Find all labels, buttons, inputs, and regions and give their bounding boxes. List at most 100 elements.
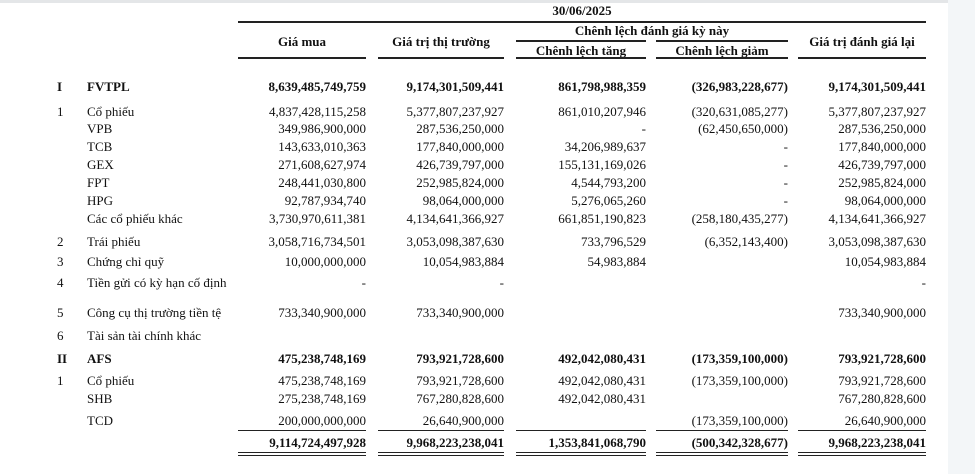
table-cell: 248,441,030,800 (278, 175, 366, 190)
row-label: Các cổ phiếu khác (87, 211, 183, 226)
table-cell: 3,053,098,387,630 (406, 234, 505, 249)
table-cell: 4,134,641,366,927 (406, 211, 505, 226)
table-cell: 349,986,900,000 (278, 121, 366, 136)
table-cell: 92,787,934,740 (284, 193, 366, 208)
total-double-rule (378, 452, 504, 456)
table-cell: 733,796,529 (581, 234, 646, 249)
subtotal-rule (798, 430, 926, 431)
total-cell: 9,968,223,238,041 (406, 435, 505, 450)
row-label: Cổ phiếu (87, 104, 135, 119)
row-label: VPB (87, 121, 113, 136)
table-cell: 9,174,301,509,441 (828, 79, 927, 94)
row-label: GEX (87, 157, 114, 172)
table-cell: 200,000,000,000 (278, 413, 366, 428)
table-cell: 793,921,728,600 (416, 373, 504, 388)
table-cell: - (783, 193, 788, 208)
total-cell: 9,968,223,238,041 (828, 435, 927, 450)
table-cell: 3,053,098,387,630 (828, 234, 927, 249)
header-bottom-rule (378, 57, 504, 59)
table-cell: (173,359,100,000) (691, 373, 788, 388)
table-cell: 3,730,970,611,381 (268, 211, 366, 226)
subtotal-rule (238, 430, 366, 431)
table-cell: - (783, 139, 788, 154)
table-cell: 177,840,000,000 (416, 139, 504, 154)
row-label: TCB (87, 139, 113, 154)
row-number: II (57, 351, 68, 366)
header-rule (238, 21, 926, 23)
table-cell: (258,180,435,277) (691, 211, 788, 226)
table-cell: - (783, 157, 788, 172)
table-cell: 275,238,748,169 (278, 391, 366, 406)
table-cell: 492,042,080,431 (558, 351, 646, 366)
row-label: Trái phiếu (87, 234, 141, 249)
table-cell: 492,042,080,431 (558, 391, 646, 406)
table-cell: 4,134,641,366,927 (828, 211, 927, 226)
row-number: 2 (57, 234, 64, 249)
subtotal-rule (516, 430, 646, 431)
table-cell: 34,206,989,637 (564, 139, 646, 154)
header-bottom-rule (516, 57, 646, 59)
table-cell: 26,640,900,000 (844, 413, 926, 428)
row-number: 1 (57, 373, 64, 388)
table-cell: 177,840,000,000 (838, 139, 926, 154)
row-label: Tiền gửi có kỳ hạn cố định (87, 275, 227, 290)
table-cell: 492,042,080,431 (558, 373, 646, 388)
row-number: 4 (57, 275, 64, 290)
table-cell: 271,608,627,974 (278, 157, 366, 172)
table-cell: 426,739,797,000 (838, 157, 926, 172)
table-cell: 5,377,807,237,927 (828, 104, 927, 119)
total-double-rule (238, 452, 366, 456)
table-cell: 252,985,824,000 (416, 175, 504, 190)
total-double-rule (656, 452, 788, 456)
header-decrease: Chênh lệch giảm (675, 43, 769, 58)
table-cell: (326,983,228,677) (691, 79, 788, 94)
table-cell: (6,352,143,400) (704, 234, 788, 249)
row-label: Tài sản tài chính khác (87, 328, 202, 343)
table-cell: 661,851,190,823 (558, 211, 646, 226)
table-cell: (320,631,085,277) (691, 104, 788, 119)
table-cell: 3,058,716,734,501 (268, 234, 367, 249)
header-increase: Chênh lệch tăng (535, 43, 627, 58)
row-number: 1 (57, 104, 64, 119)
table-cell: 8,639,485,749,759 (268, 79, 367, 94)
table-cell: 10,054,983,884 (844, 254, 926, 269)
table-cell: 793,921,728,600 (416, 351, 504, 366)
total-cell: 1,353,841,068,790 (548, 435, 647, 450)
table-cell: 252,985,824,000 (838, 175, 926, 190)
table-cell: 475,238,748,169 (278, 351, 366, 366)
subtotal-rule (378, 430, 504, 431)
total-cell: 9,114,724,497,928 (269, 435, 366, 450)
header-purchase-price: Giá mua (277, 34, 327, 49)
row-label: Cổ phiếu (87, 373, 135, 388)
table-cell: 10,054,983,884 (422, 254, 504, 269)
table-cell: 793,921,728,600 (838, 351, 926, 366)
table-cell: (173,359,100,000) (691, 351, 788, 366)
row-number: I (57, 79, 63, 94)
table-cell: (173,359,100,000) (691, 413, 788, 428)
row-label: SHB (87, 391, 113, 406)
header-bottom-rule (656, 57, 788, 59)
table-cell: 4,544,793,200 (571, 175, 646, 190)
table-cell: - (783, 175, 788, 190)
row-label: TCD (87, 413, 113, 428)
row-label: AFS (87, 351, 112, 366)
table-cell: 98,064,000,000 (844, 193, 926, 208)
table-cell: 5,276,065,260 (571, 193, 646, 208)
table-cell: 861,010,207,946 (558, 104, 646, 119)
row-label: FVTPL (87, 79, 130, 94)
table-cell: 143,633,010,363 (278, 139, 366, 154)
header-revalued-value: Giá trị đánh giá lại (809, 34, 915, 49)
header-bottom-rule (798, 57, 926, 59)
row-label: FPT (87, 175, 110, 190)
table-cell: 54,983,884 (587, 254, 647, 269)
row-label: Công cụ thị trường tiền tệ (87, 305, 222, 320)
table-cell: 767,280,828,600 (838, 391, 926, 406)
table-cell: 287,536,250,000 (838, 121, 926, 136)
header-date: 30/06/2025 (552, 3, 612, 18)
table-cell: 733,340,900,000 (278, 305, 366, 320)
header-subrule (516, 40, 646, 42)
table-cell: - (921, 275, 926, 290)
header-subrule (656, 40, 788, 42)
total-double-rule (516, 452, 646, 456)
table-cell: 767,280,828,600 (416, 391, 504, 406)
